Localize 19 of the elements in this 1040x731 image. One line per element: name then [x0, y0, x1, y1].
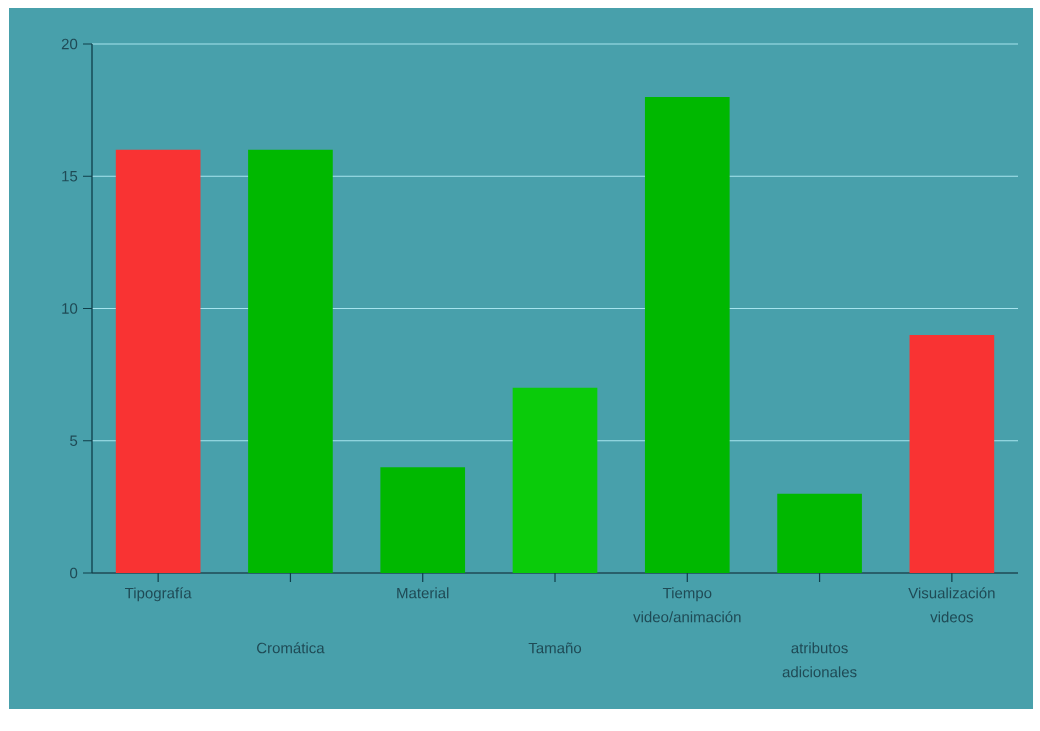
- bar: [115, 149, 201, 573]
- y-tick-label: 15: [62, 171, 78, 182]
- x-tick-label: Tamaño: [528, 642, 582, 654]
- x-tick-label: Tipografía: [124, 587, 192, 602]
- y-tick-label: 20: [61, 38, 78, 50]
- x-tick-label: Tiempo video/animación: [633, 587, 741, 623]
- x-tick-label: Cromática: [257, 642, 325, 654]
- bar: [380, 467, 466, 573]
- y-tick-label: 5: [70, 435, 78, 446]
- y-tick-label: 0: [70, 567, 78, 579]
- y-tick-label: 10: [62, 303, 78, 314]
- bar: [777, 493, 862, 573]
- x-tick-label: Material: [397, 587, 449, 599]
- x-tick-label: atributos adicionales: [782, 642, 857, 678]
- bar: [512, 387, 598, 573]
- bar: [909, 334, 995, 573]
- bar: [248, 149, 333, 573]
- bar: [644, 96, 730, 573]
- x-tick-label: Visualización videos: [908, 587, 995, 623]
